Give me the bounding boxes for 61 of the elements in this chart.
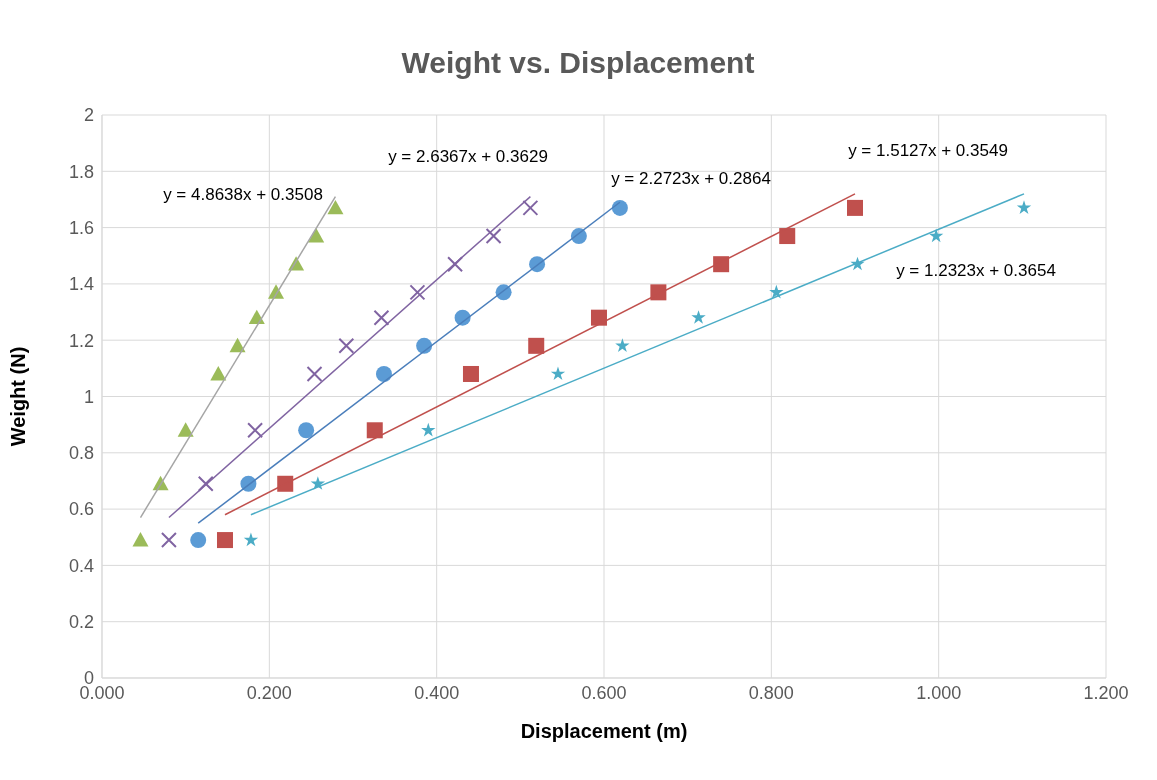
point xyxy=(1016,200,1032,214)
point xyxy=(779,228,796,245)
y-tick-label: 1.4 xyxy=(68,274,94,295)
point xyxy=(615,338,630,352)
annotation: y = 1.5127x + 0.3549 xyxy=(848,141,1008,161)
point xyxy=(375,365,392,382)
y-tick-label: 0.2 xyxy=(68,612,94,633)
point xyxy=(522,199,539,216)
point xyxy=(447,256,464,273)
point xyxy=(528,337,545,354)
point xyxy=(216,532,233,549)
y-tick-label: 2 xyxy=(83,105,94,126)
point xyxy=(691,310,706,324)
x-tick-label: 0.200 xyxy=(246,682,292,703)
point xyxy=(248,309,265,325)
point xyxy=(190,532,207,549)
y-tick-label: 1.8 xyxy=(68,161,94,182)
point xyxy=(229,337,246,353)
point xyxy=(338,337,355,354)
annotation: y = 1.2323x + 0.3654 xyxy=(896,261,1056,281)
point xyxy=(197,475,214,492)
point xyxy=(243,532,259,547)
point xyxy=(310,476,326,490)
point xyxy=(650,284,667,301)
annotation: y = 4.8638x + 0.3508 xyxy=(163,185,323,205)
x-tick-label: 1.200 xyxy=(1083,682,1129,703)
point xyxy=(298,422,315,439)
point xyxy=(366,422,383,439)
x-tick-label: 0.400 xyxy=(414,682,460,703)
point xyxy=(277,475,294,492)
annotation: y = 2.2723x + 0.2864 xyxy=(611,169,771,189)
x-tick-label: 0.800 xyxy=(748,682,794,703)
x-axis-title: Displacement (m) xyxy=(520,720,688,742)
point xyxy=(769,284,784,299)
y-tick-label: 1 xyxy=(83,386,94,407)
point xyxy=(590,309,607,326)
point xyxy=(247,422,264,439)
point xyxy=(373,309,390,326)
y-axis-title: Weight (N) xyxy=(7,346,30,447)
x-tick-label: 1.000 xyxy=(916,682,962,703)
point xyxy=(132,532,149,547)
point xyxy=(177,422,194,437)
point xyxy=(485,228,502,245)
point xyxy=(160,532,177,549)
point xyxy=(327,199,344,215)
point xyxy=(847,199,863,216)
point xyxy=(611,199,628,216)
point xyxy=(550,366,566,381)
point xyxy=(462,365,479,382)
point xyxy=(421,422,436,437)
annotation: y = 2.6367x + 0.3629 xyxy=(388,147,548,167)
y-tick-label: 1.6 xyxy=(68,217,94,238)
y-tick-label: 1.2 xyxy=(68,330,94,351)
x-tick-label: 0.600 xyxy=(581,682,627,703)
point xyxy=(210,365,227,381)
y-tick-label: 0.6 xyxy=(68,499,94,520)
point xyxy=(409,284,426,301)
point xyxy=(306,365,323,382)
y-tick-label: 0.8 xyxy=(68,443,94,464)
y-tick-label: 0.4 xyxy=(68,555,94,576)
chart-title: Weight vs. Displacement xyxy=(400,46,756,80)
